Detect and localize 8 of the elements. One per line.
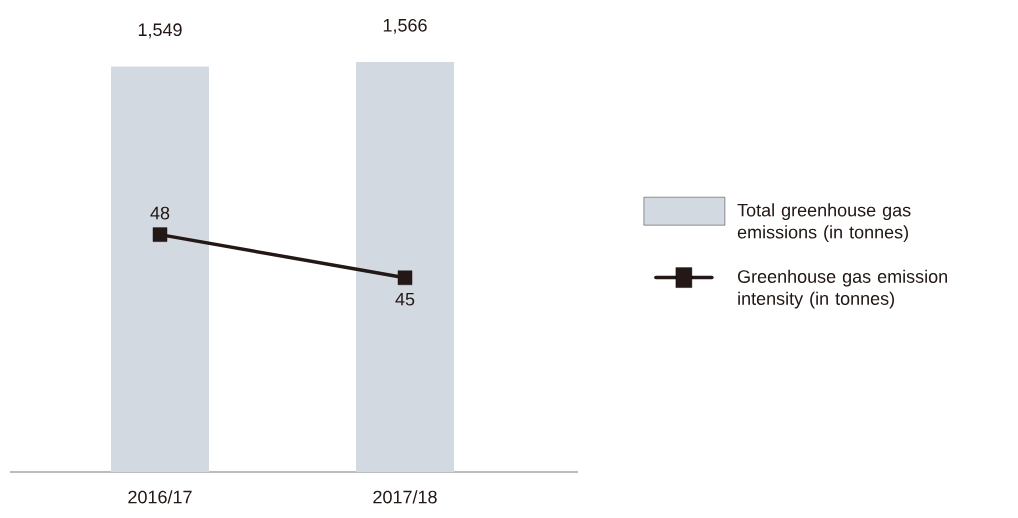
data-label: 48 [150,206,170,220]
legend-label: Greenhouse gas emission intensity (in tonnes) [737,269,947,309]
data-label: 1,566 [383,18,427,34]
legend-label: Total greenhouse gas emissions (in tonnes) [737,203,911,243]
x-tick-label: 2017/18 [373,490,437,504]
data-label: 1,549 [138,23,182,39]
data-label: 45 [395,292,415,306]
x-tick-label: 2016/17 [128,490,192,504]
